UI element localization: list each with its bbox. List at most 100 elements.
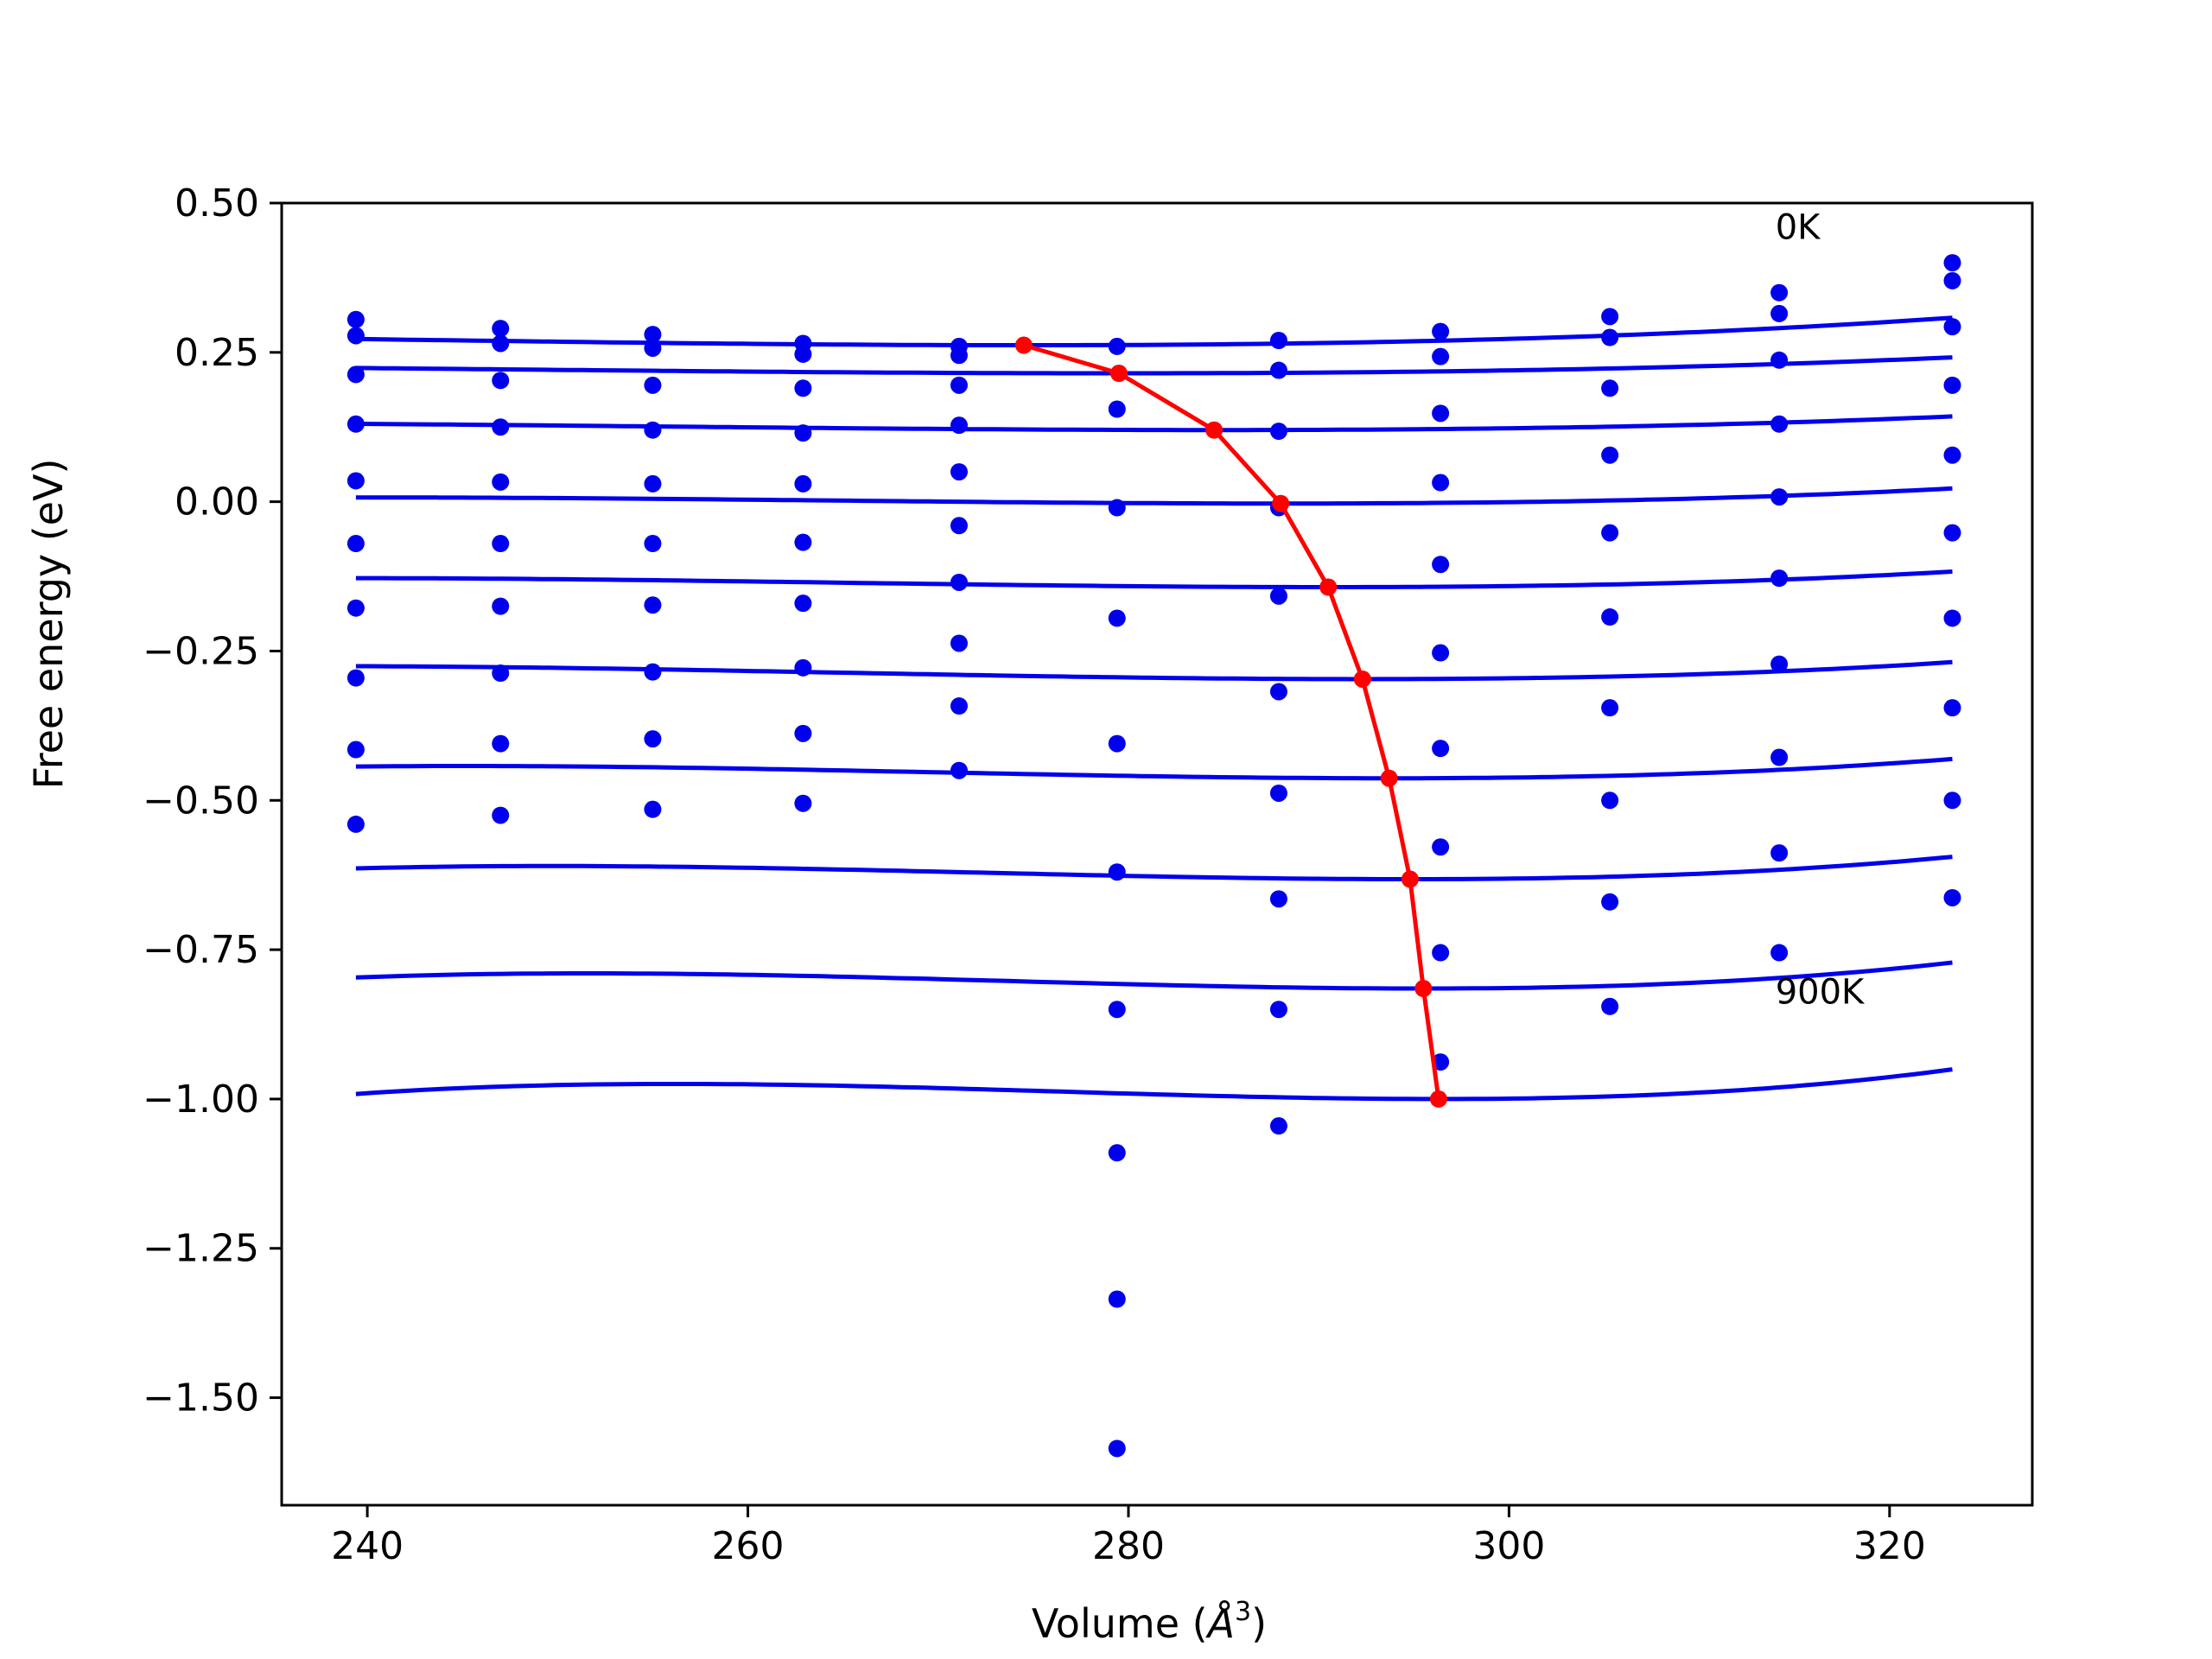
data-point <box>644 730 662 748</box>
x-tick-label: 260 <box>712 1524 785 1568</box>
data-point <box>1601 791 1619 810</box>
data-point <box>1770 569 1789 588</box>
data-point <box>950 634 968 652</box>
fit-curves <box>355 315 1953 1102</box>
data-point <box>492 664 510 683</box>
fit-curve <box>355 960 1953 991</box>
data-point <box>1601 524 1619 542</box>
data-point <box>1108 337 1126 355</box>
data-point <box>1601 328 1619 346</box>
data-point <box>1770 283 1789 302</box>
y-tick-label: −1.25 <box>143 1227 259 1271</box>
data-point <box>1770 351 1789 369</box>
data-point <box>1601 446 1619 464</box>
data-point <box>1770 304 1789 322</box>
data-point <box>492 320 510 338</box>
axes-frame <box>280 201 2034 1507</box>
data-point <box>1269 1117 1287 1135</box>
data-point <box>1432 404 1450 423</box>
x-tick-label: 320 <box>1853 1524 1926 1568</box>
annotations: 0K 900K <box>1776 208 1866 1013</box>
data-point <box>950 517 968 535</box>
data-point <box>950 573 968 591</box>
data-point <box>794 594 812 613</box>
y-tick-label: 0.25 <box>175 331 259 375</box>
data-point <box>1108 1440 1126 1458</box>
fit-curve <box>355 315 1953 347</box>
data-point <box>644 421 662 439</box>
data-point <box>346 415 365 433</box>
y-tick-label: −0.50 <box>143 779 259 823</box>
data-point <box>644 326 662 344</box>
y-tick-label: −1.50 <box>143 1376 259 1421</box>
data-point <box>794 474 812 493</box>
x-tick-label: 300 <box>1472 1524 1545 1568</box>
data-point <box>1943 376 1961 394</box>
data-point <box>492 597 510 615</box>
data-point <box>1269 784 1287 802</box>
data-point <box>1108 734 1126 753</box>
minimum-point <box>1401 870 1419 888</box>
minimum-point <box>1414 980 1433 998</box>
fit-curve <box>355 659 1953 682</box>
data-point <box>950 346 968 365</box>
data-point <box>794 658 812 677</box>
fit-curve <box>355 414 1953 433</box>
data-point <box>950 697 968 715</box>
data-point <box>644 800 662 818</box>
fit-curve <box>355 855 1953 881</box>
minimum-point <box>1353 670 1371 688</box>
y-tick-label: 0.00 <box>175 480 259 524</box>
data-point <box>1601 997 1619 1015</box>
data-point <box>1432 740 1450 758</box>
data-point <box>1269 890 1287 908</box>
minimum-point <box>1109 365 1128 383</box>
y-tick-label: −0.25 <box>143 629 259 673</box>
fit-curve <box>355 355 1953 376</box>
data-point <box>1601 699 1619 717</box>
x-axis-ticks: 240 260 280 300 320 <box>331 1505 1926 1568</box>
data-point <box>1108 609 1126 627</box>
data-point <box>1943 699 1961 717</box>
data-point <box>1601 893 1619 911</box>
data-point <box>1269 683 1287 701</box>
y-tick-label: 0.50 <box>175 181 259 226</box>
minimum-point <box>1380 769 1398 787</box>
y-tick-label: −1.00 <box>143 1077 259 1122</box>
data-point <box>1432 556 1450 574</box>
data-point <box>492 372 510 390</box>
data-point <box>1770 415 1789 433</box>
minimum-point <box>1272 494 1290 512</box>
data-point <box>492 806 510 824</box>
data-point <box>492 535 510 553</box>
data-point <box>346 815 365 833</box>
data-point <box>794 379 812 397</box>
data-point <box>1432 944 1450 962</box>
data-point <box>1432 322 1450 340</box>
data-point <box>492 473 510 491</box>
minimum-path <box>1014 336 1447 1108</box>
data-point <box>1601 379 1619 397</box>
data-point <box>1943 271 1961 289</box>
data-point <box>346 535 365 553</box>
data-point <box>1108 400 1126 418</box>
data-point <box>346 669 365 687</box>
data-point <box>950 463 968 481</box>
data-point <box>1108 1001 1126 1019</box>
data-point <box>1269 331 1287 349</box>
data-point <box>794 424 812 442</box>
data-point <box>1108 1144 1126 1162</box>
data-point <box>346 741 365 759</box>
data-point <box>950 761 968 779</box>
data-point <box>1432 644 1450 662</box>
x-tick-label: 280 <box>1092 1524 1165 1568</box>
data-point <box>1770 488 1789 506</box>
data-point <box>1943 791 1961 810</box>
temperature-annotation: 900K <box>1776 972 1866 1012</box>
data-point <box>1770 844 1789 862</box>
data-point <box>1770 944 1789 962</box>
data-point <box>644 474 662 493</box>
data-point <box>346 365 365 384</box>
minimum-point <box>1319 578 1338 596</box>
